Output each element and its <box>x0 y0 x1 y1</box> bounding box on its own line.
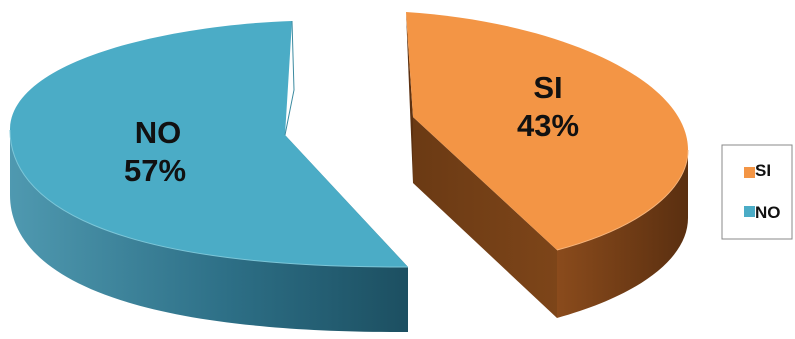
legend: SI NO <box>721 144 793 240</box>
legend-label-no: NO <box>755 203 781 222</box>
slice-no-top[interactable] <box>10 21 408 268</box>
slice-label-si-name: SI <box>533 70 562 105</box>
slice-si-side <box>557 150 688 318</box>
slice-label-si-value: 43% <box>517 108 579 143</box>
slice-si-cut-face <box>406 12 413 183</box>
slice-si <box>406 12 689 318</box>
slice-si-cut-face-lower <box>413 117 557 318</box>
legend-swatch-si <box>744 167 755 178</box>
slice-no <box>9 20 409 333</box>
legend-swatch-no <box>744 206 755 217</box>
legend-label-si: SI <box>755 161 771 180</box>
slice-label-no-name: NO <box>135 115 182 150</box>
slice-no-side <box>10 130 408 333</box>
slice-label-no-value: 57% <box>124 153 186 188</box>
slice-si-top[interactable] <box>406 12 688 250</box>
legend-box <box>721 144 793 240</box>
